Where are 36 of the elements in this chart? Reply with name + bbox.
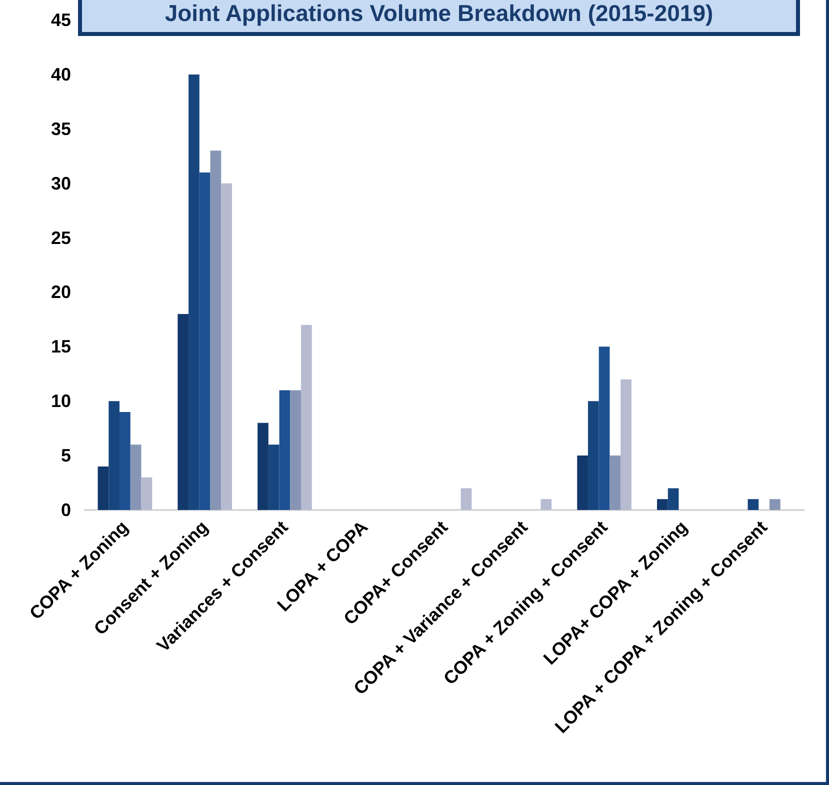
bar bbox=[610, 456, 621, 510]
bar bbox=[290, 390, 302, 510]
bar bbox=[178, 314, 189, 510]
bar bbox=[221, 183, 232, 510]
y-tick-label: 15 bbox=[50, 336, 71, 357]
y-tick-label: 5 bbox=[60, 446, 71, 466]
y-tick-label: 30 bbox=[50, 173, 71, 194]
bar bbox=[301, 324, 312, 510]
bar bbox=[120, 412, 130, 510]
bar bbox=[577, 456, 588, 510]
bar bbox=[668, 488, 679, 510]
bar bbox=[130, 444, 142, 510]
y-tick-label: 10 bbox=[50, 391, 71, 412]
y-tick-label: 45 bbox=[50, 10, 71, 30]
y-tick-label: 0 bbox=[60, 500, 71, 520]
bar bbox=[98, 466, 109, 510]
bar bbox=[199, 172, 210, 510]
bar bbox=[258, 422, 268, 510]
bar bbox=[188, 74, 200, 510]
bar bbox=[769, 499, 780, 510]
bar bbox=[268, 444, 280, 510]
y-tick-label: 25 bbox=[50, 228, 71, 248]
y-tick-label: 40 bbox=[50, 64, 71, 84]
bar bbox=[748, 499, 759, 510]
bar bbox=[657, 499, 668, 510]
bar bbox=[210, 150, 222, 510]
bar bbox=[588, 401, 599, 510]
bar bbox=[279, 390, 290, 510]
bar bbox=[108, 401, 120, 510]
y-tick-label: 35 bbox=[50, 118, 71, 139]
bar bbox=[620, 379, 632, 510]
y-tick-label: 20 bbox=[50, 282, 71, 302]
bar bbox=[141, 477, 152, 510]
bar bbox=[598, 346, 610, 510]
bar bbox=[460, 488, 472, 510]
bar bbox=[540, 499, 552, 510]
